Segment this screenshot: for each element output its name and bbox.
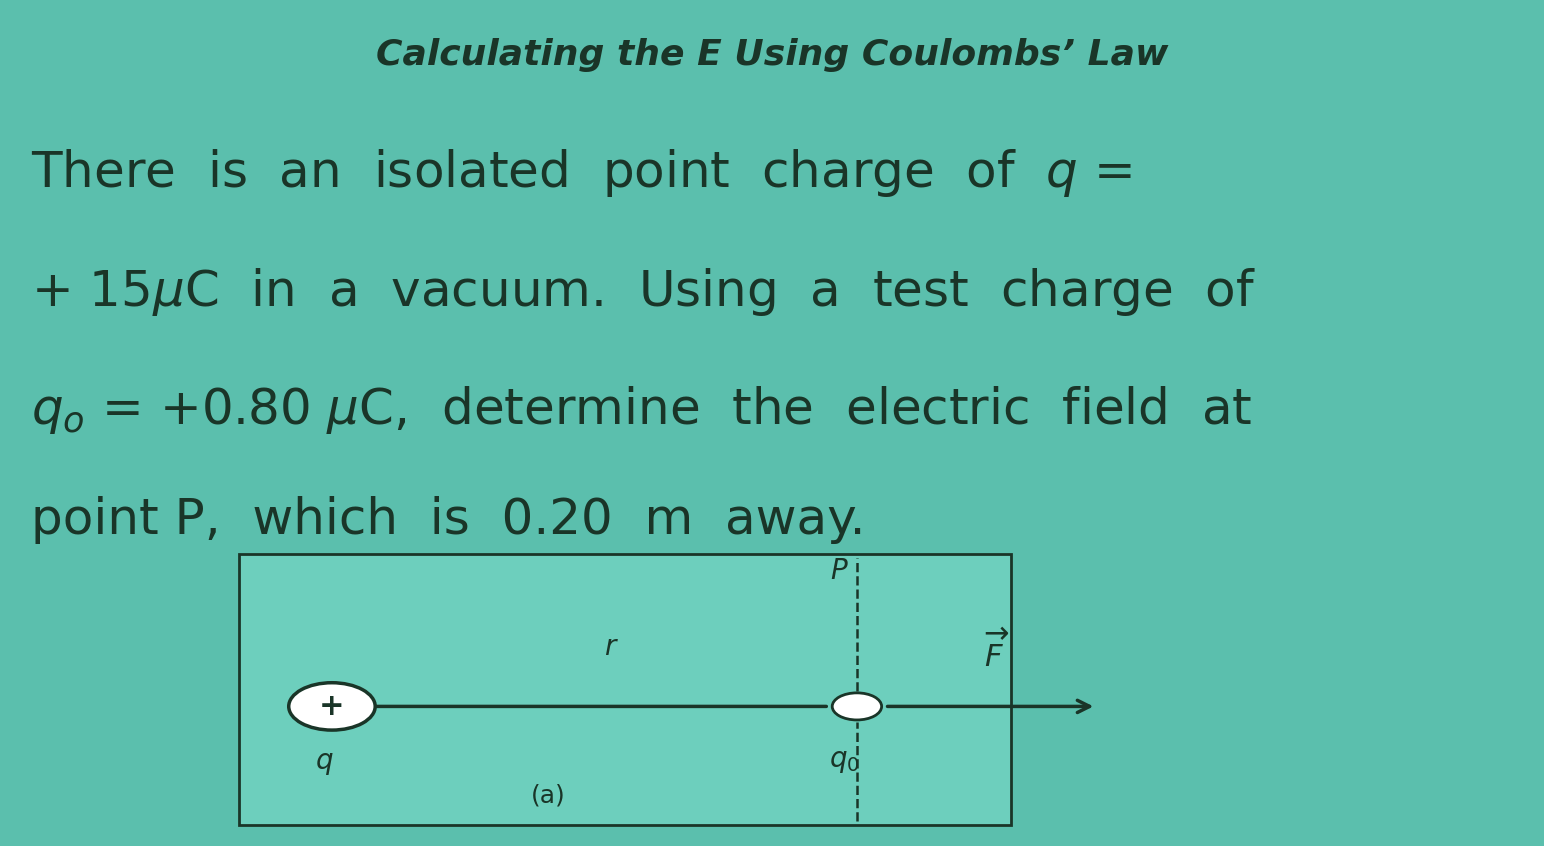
Text: r: r [604,633,616,662]
Text: (a): (a) [531,784,565,808]
Text: + 15$\mu$C  in  a  vacuum.  Using  a  test  charge  of: + 15$\mu$C in a vacuum. Using a test cha… [31,266,1255,318]
Text: $\overrightarrow{F}$: $\overrightarrow{F}$ [984,630,1008,673]
Text: q: q [315,747,334,776]
Text: point P,  which  is  0.20  m  away.: point P, which is 0.20 m away. [31,497,865,544]
Text: P: P [831,557,846,585]
Text: $q_0$: $q_0$ [829,747,860,776]
Text: Calculating the E Using Coulombs’ Law: Calculating the E Using Coulombs’ Law [375,38,1169,72]
Circle shape [832,693,882,720]
Bar [239,554,1011,825]
Circle shape [289,683,375,730]
Text: There  is  an  isolated  point  charge  of  $q$ =: There is an isolated point charge of $q$… [31,147,1132,200]
Text: +: + [320,692,344,721]
Text: $q_o$ = +0.80 $\mu$C,  determine  the  electric  field  at: $q_o$ = +0.80 $\mu$C, determine the elec… [31,384,1252,437]
